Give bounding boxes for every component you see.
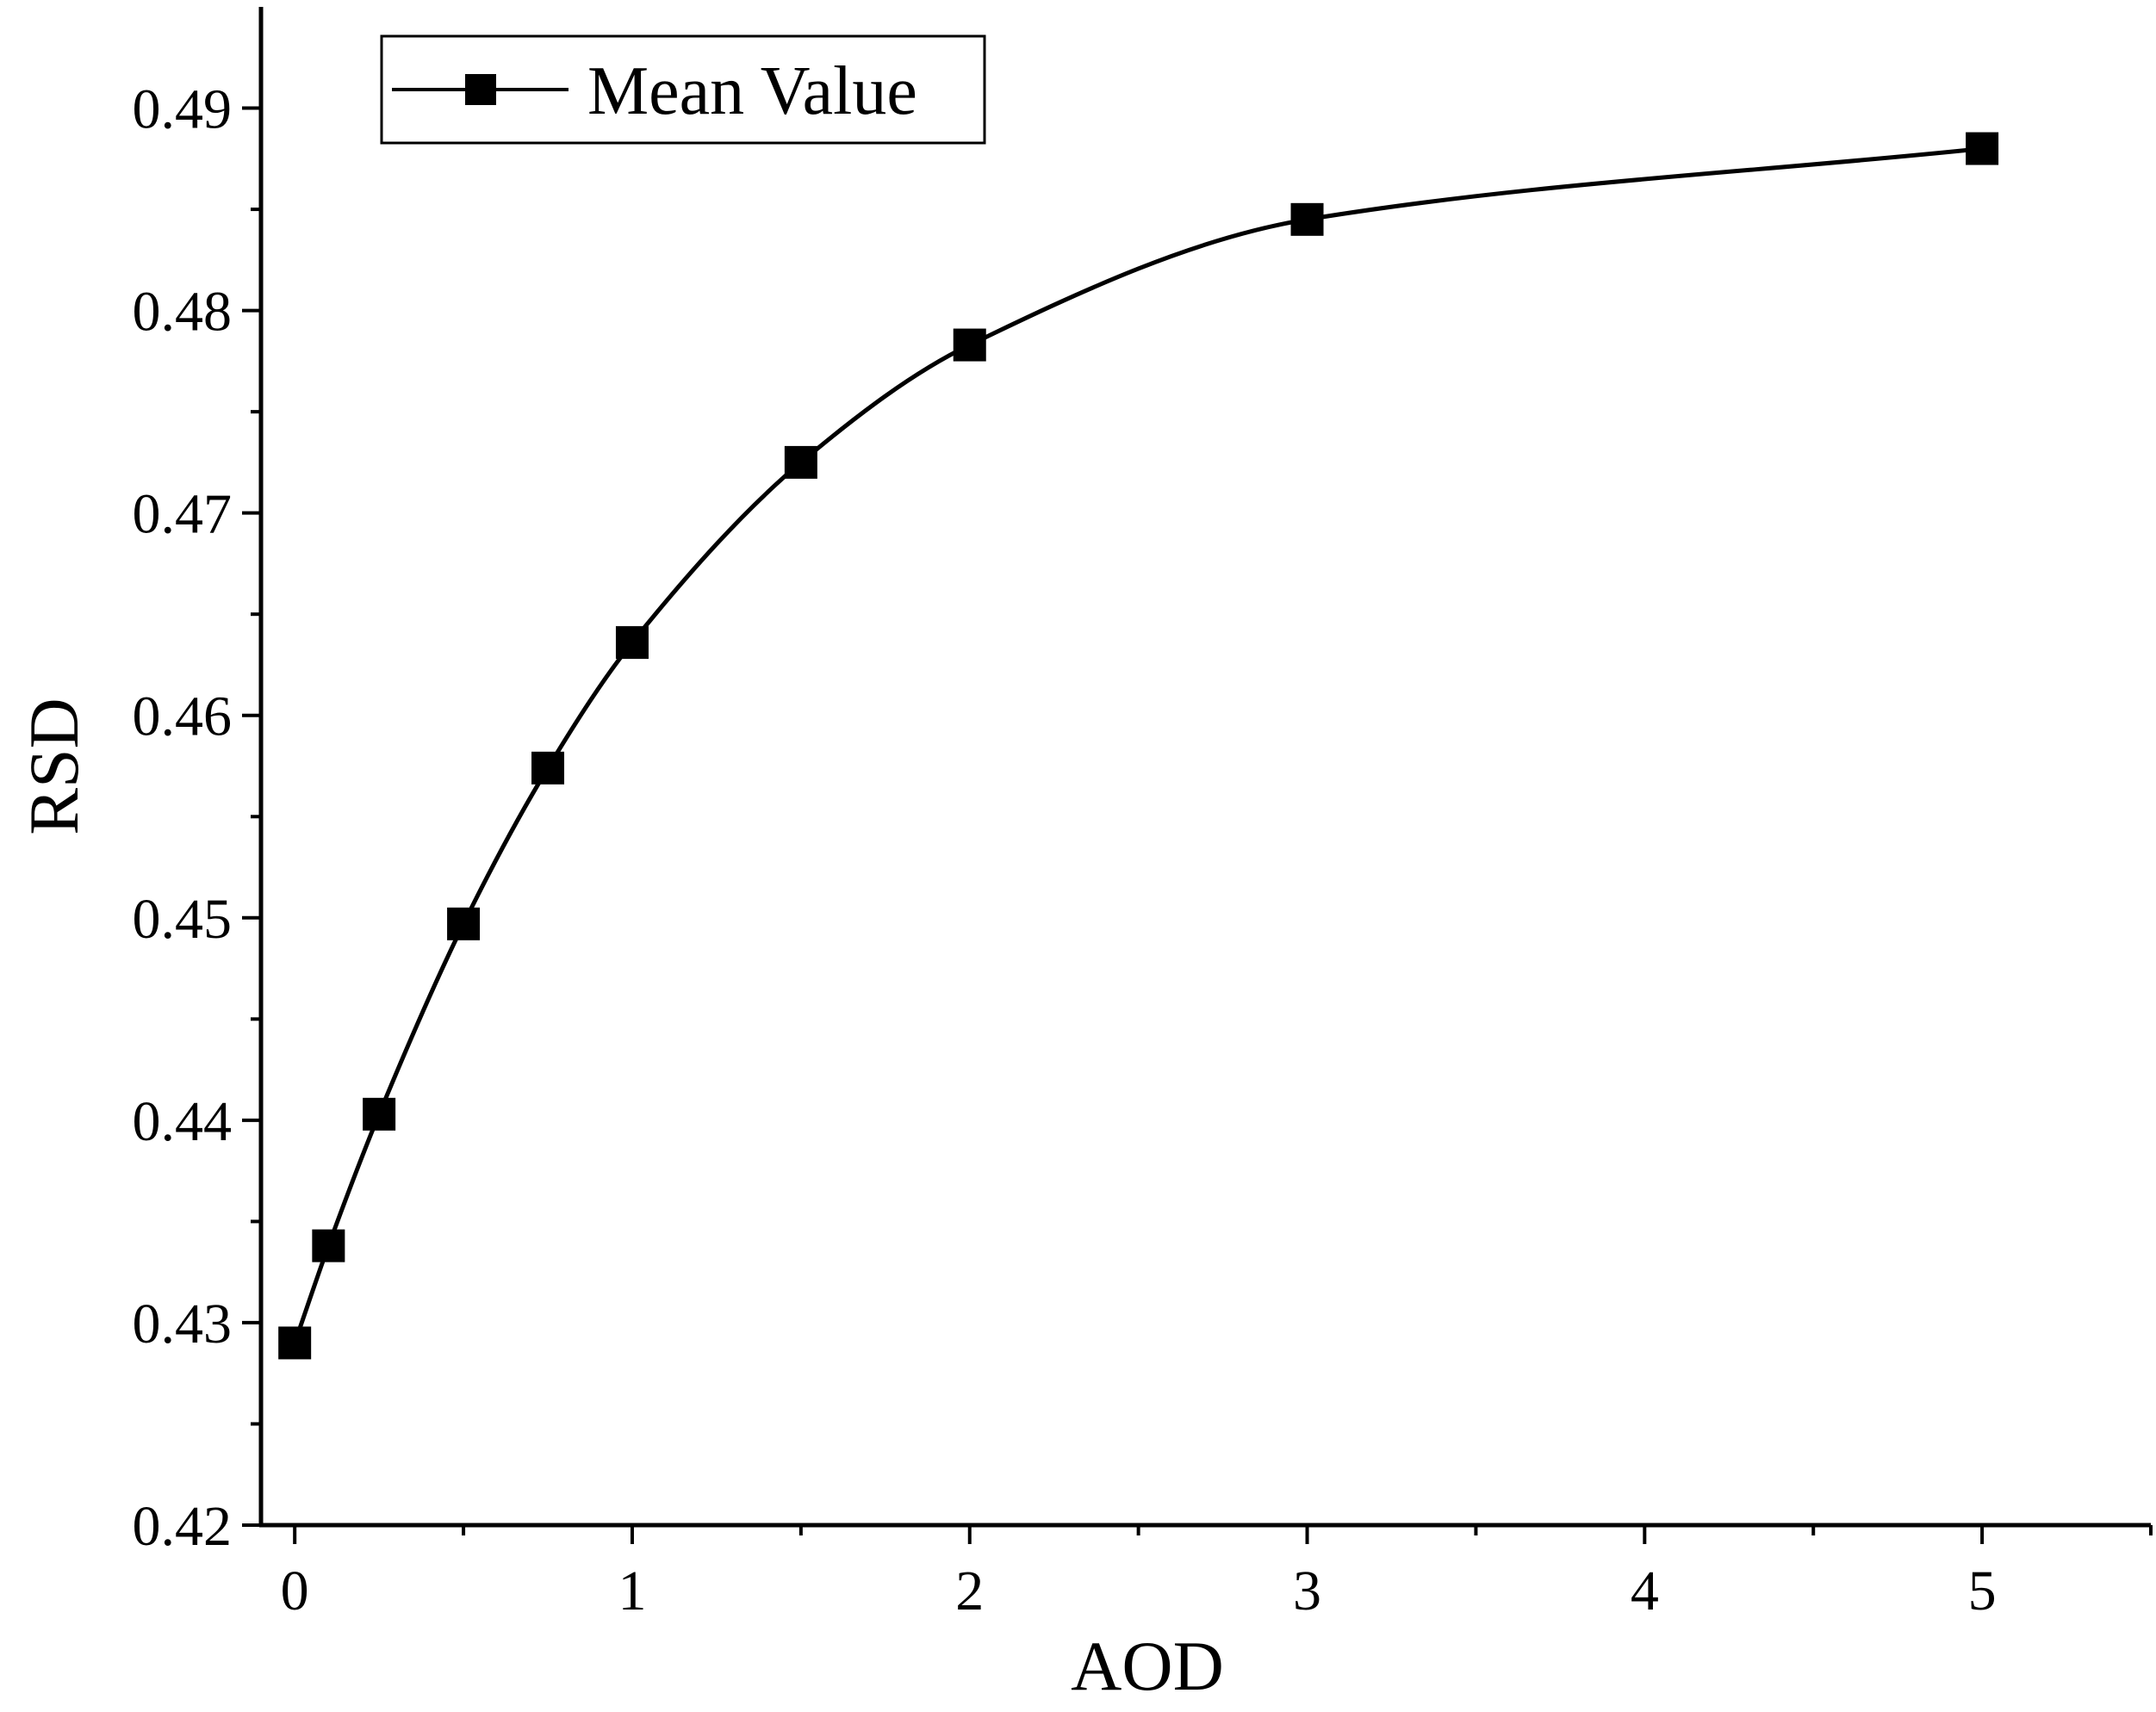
data-point-marker	[1290, 202, 1324, 236]
y-axis-title: RSD	[15, 698, 93, 835]
x-tick-label: 0	[281, 1560, 309, 1622]
y-tick-label: 0.46	[133, 685, 233, 748]
x-tick-label: 3	[1293, 1560, 1321, 1622]
x-tick-label: 5	[1968, 1560, 1997, 1622]
x-tick-label: 4	[1631, 1560, 1659, 1622]
ticks: 0 1 2 3 4 5 0.42 0.43 0.44 0.45 0.46 0.47 0.48 0.49	[133, 78, 2153, 1622]
data-point-marker	[312, 1229, 345, 1262]
series-mean-value	[278, 132, 1999, 1360]
data-point-marker	[953, 328, 986, 362]
data-point-marker	[278, 1326, 312, 1360]
legend: Mean Value	[380, 34, 986, 145]
x-tick-label: 2	[955, 1560, 984, 1622]
data-point-marker	[447, 907, 481, 940]
y-tick-label: 0.42	[133, 1495, 233, 1558]
data-point-marker	[615, 626, 649, 660]
legend-label-mean-value: Mean Value	[587, 53, 917, 129]
x-tick-label: 1	[618, 1560, 646, 1622]
series-line-mean-value	[292, 146, 1983, 1344]
axes	[258, 7, 2151, 1528]
x-axis-title: AOD	[1071, 1627, 1224, 1705]
data-point-marker	[1966, 132, 1999, 165]
data-point-marker	[784, 445, 817, 479]
y-tick-label: 0.47	[133, 483, 233, 546]
legend-marker-square	[465, 74, 496, 105]
y-tick-label: 0.45	[133, 888, 233, 951]
data-point-marker	[531, 751, 565, 785]
y-tick-label: 0.43	[133, 1293, 233, 1355]
data-point-marker	[363, 1097, 396, 1131]
y-tick-label: 0.48	[133, 281, 233, 344]
y-tick-label: 0.49	[133, 78, 233, 141]
y-tick-label: 0.44	[133, 1090, 233, 1153]
